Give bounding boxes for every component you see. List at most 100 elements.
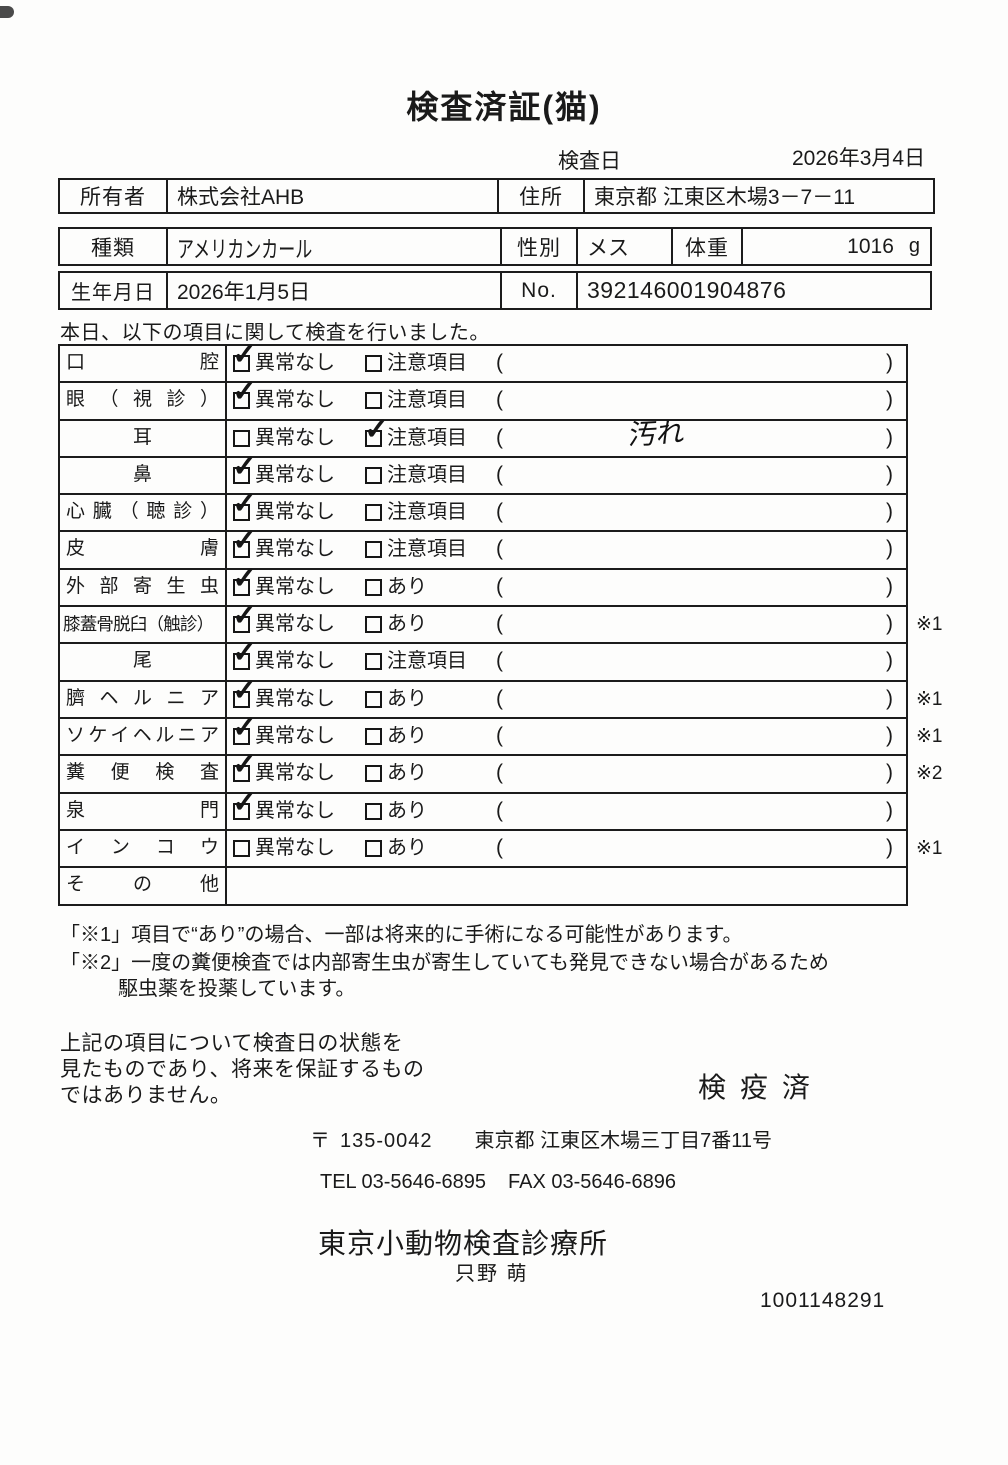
checklist-row: 糞便検査 ✓ 異常なし ✓ あり ( ) ※2: [60, 750, 943, 794]
checklist-row: 鼻 ✓ 異常なし ✓ 注意項目 ( ): [60, 451, 906, 496]
checklist-row: 外部寄生虫 ✓ 異常なし ✓ あり ( ): [60, 563, 906, 608]
footnote-2: 「※2」一度の糞便検査では内部寄生虫が寄生していても発見できない場合があるため: [60, 952, 829, 974]
checklist-row-options: ✓ 異常なし ✓ 注意項目 ( ): [227, 526, 906, 567]
document-number: 1001148291: [760, 1289, 886, 1312]
checkbox-attention: ✓: [365, 355, 382, 372]
close-paren: ): [886, 798, 893, 822]
footnote-1: 「※1」項目で“あり”の場合、一部は将来的に手術になる可能性があります。: [60, 924, 743, 946]
open-paren: (: [496, 500, 503, 524]
checklist-row: その他: [60, 868, 906, 904]
birth-no-table: 生年月日 2026年1月5日 No. 392146001904876: [58, 271, 932, 310]
checklist-row: 泉門 ✓ 異常なし ✓ あり ( ): [60, 787, 906, 831]
option-attention-label: 注意項目: [387, 463, 467, 486]
clinic-name: 東京小動物検査診療所: [318, 1228, 609, 1259]
option-no-abnormality-label: 異常なし: [255, 799, 335, 822]
reference-mark: ※1: [916, 688, 943, 710]
checklist-item-label: 眼（視診）: [60, 383, 227, 419]
option-attention-label: 注意項目: [387, 501, 467, 524]
option-no-abnormality-label: 異常なし: [255, 836, 335, 859]
checkmark-icon: ✓: [232, 524, 258, 558]
checkmark-icon: ✓: [232, 487, 258, 521]
checkmark-icon: ✓: [232, 449, 258, 483]
checkmark-icon: ✓: [232, 710, 258, 744]
checkbox-attention: ✓: [365, 653, 382, 671]
close-paren: ): [886, 574, 893, 598]
checklist-item-label: 皮膚: [60, 532, 227, 568]
option-no-abnormality-label: 異常なし: [255, 650, 335, 673]
checkbox-attention: ✓: [365, 578, 382, 596]
clinic-tel-line: TEL 03-5646-6895 FAX 03-5646-6896: [320, 1171, 676, 1194]
close-paren: ): [886, 425, 893, 449]
checkbox-no-abnormality: ✓: [232, 750, 257, 783]
checklist-item-label: 泉門: [60, 793, 227, 829]
open-paren: (: [496, 462, 503, 486]
option-no-abnormality-label: 異常なし: [255, 463, 335, 486]
pet-info-table: 種類 アメリカンカール 性別 メス 体重 1016 g: [58, 227, 932, 266]
footnote-2-continued: 駆虫薬を投薬しています。: [118, 978, 356, 1000]
tel-number: TEL 03-5646-6895: [320, 1171, 487, 1193]
disclaimer-line-1: 上記の項目について検査日の状態を: [60, 1032, 404, 1055]
checklist-item-label: 鼻: [60, 457, 227, 494]
option-attention-label: 注意項目: [387, 389, 467, 412]
checklist-row-options: ✓ 異常なし ✓ 注意項目 ( 汚れ ): [227, 414, 906, 456]
checkmark-icon: ✓: [232, 561, 258, 595]
owner-label: 所有者: [60, 180, 168, 212]
no-label: No.: [502, 273, 578, 308]
owner-value: 株式会社AHB: [168, 180, 499, 212]
intro-text: 本日、以下の項目に関して検査を行いました。: [60, 322, 490, 344]
checkbox-attention: ✓: [365, 765, 382, 783]
weight-number: 1016: [847, 234, 894, 258]
checklist-row-options: ✓ 異常なし ✓ あり ( ): [227, 750, 906, 791]
checkbox-no-abnormality: ✓: [232, 601, 257, 634]
option-no-abnormality-label: 異常なし: [255, 501, 335, 524]
clinic-postal-line: 〒 135-0042 東京都 江東区木場三丁目7番11号: [310, 1124, 772, 1153]
option-no-abnormality-label: 異常なし: [255, 538, 335, 561]
checklist-table: 口腔 ✓ 異常なし ✓ 注意項目 ( ) 眼（視診） ✓ 異常なし ✓ 注意項目…: [58, 340, 943, 906]
checklist-row-options: [227, 868, 906, 904]
sex-label: 性別: [502, 229, 578, 264]
checklist-item-label: 外部寄生虫: [60, 569, 227, 606]
quarantine-done-stamp: 検疫済: [698, 1072, 825, 1103]
checklist-row: 尾 ✓ 異常なし ✓ 注意項目 ( ): [60, 638, 906, 682]
close-paren: ): [886, 649, 893, 673]
open-paren: (: [496, 574, 503, 598]
close-paren: ): [886, 500, 893, 524]
close-paren: ): [886, 761, 893, 785]
checkmark-icon: ✓: [232, 673, 258, 707]
postal-code: 135-0042: [340, 1130, 433, 1152]
checklist-row-options: ✓ 異常なし ✓ あり ( ): [227, 601, 906, 642]
option-no-abnormality-label: 異常なし: [255, 613, 335, 636]
checkmark-icon: ✓: [232, 785, 258, 819]
close-paren: ): [886, 351, 893, 374]
checklist-row: 心臓（聴診） ✓ 異常なし ✓ 注意項目 ( ): [60, 489, 906, 533]
examiner-name: 只野 萌: [455, 1263, 529, 1285]
checkbox-attention: ✓: [365, 616, 382, 634]
checklist-row: 臍ヘルニア ✓ 異常なし ✓ あり ( ) ※1: [60, 675, 943, 719]
checkbox-no-abnormality: ✓: [233, 839, 250, 857]
open-paren: (: [496, 351, 503, 374]
option-no-abnormality-label: 異常なし: [255, 389, 335, 412]
checklist-item-label: ソケイヘルニア: [60, 718, 227, 755]
checkbox-attention: ✓: [365, 541, 382, 559]
checkbox-attention: ✓: [365, 839, 382, 857]
weight-value: 1016 g: [743, 229, 930, 264]
close-paren: ): [886, 723, 893, 747]
checkbox-attention: ✓: [365, 392, 382, 410]
checklist-row-options: ✓ 異常なし ✓ 注意項目 ( ): [227, 489, 906, 530]
checklist-item-label: 膝蓋骨脱臼（触診）: [60, 607, 227, 643]
checkbox-attention: ✓: [364, 414, 389, 447]
checklist-row: 口腔 ✓ 異常なし ✓ 注意項目 ( ): [60, 340, 906, 384]
option-attention-label: あり: [387, 762, 427, 785]
checklist-row-options: ✓ 異常なし ✓ あり ( ): [227, 563, 906, 605]
checklist-row: 眼（視診） ✓ 異常なし ✓ 注意項目 ( ): [60, 377, 906, 421]
weight-label: 体重: [673, 229, 743, 264]
open-paren: (: [496, 798, 503, 822]
checkmark-icon: ✓: [232, 599, 258, 633]
checkbox-attention: ✓: [365, 802, 382, 820]
checkbox-attention: ✓: [365, 466, 382, 484]
option-attention-label: 注意項目: [387, 650, 467, 673]
option-attention-label: あり: [387, 836, 427, 859]
checkbox-no-abnormality: ✓: [232, 526, 257, 559]
checklist-item-label: 心臓（聴診）: [60, 495, 227, 531]
option-attention-label: あり: [387, 613, 427, 636]
